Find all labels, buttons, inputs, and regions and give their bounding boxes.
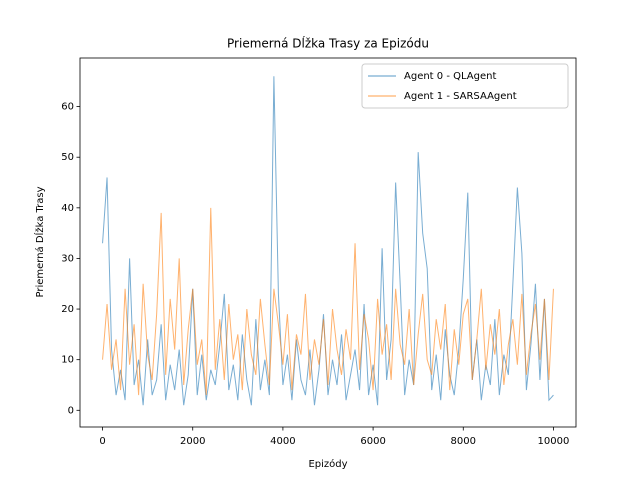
chart-title: Priemerná Dĺžka Trasy za Epizódu — [227, 36, 429, 51]
legend-label: Agent 1 - SARSAAgent — [404, 91, 517, 102]
plot-area — [102, 76, 554, 406]
legend-label: Agent 0 - QLAgent — [404, 71, 496, 82]
x-tick-label: 0 — [99, 436, 105, 447]
y-tick-label: 30 — [61, 253, 74, 264]
x-tick-label: 8000 — [451, 436, 476, 447]
x-axis-label: Epizódy — [308, 458, 347, 470]
series-line — [102, 76, 554, 406]
y-tick-label: 60 — [61, 102, 74, 113]
x-tick-label: 6000 — [360, 436, 385, 447]
y-tick-label: 20 — [61, 304, 74, 315]
x-tick-label: 10000 — [538, 436, 570, 447]
legend-box — [361, 63, 569, 109]
x-tick-label: 2000 — [180, 436, 205, 447]
series-line — [102, 207, 554, 396]
y-tick-label: 0 — [68, 405, 74, 416]
x-tick-label: 4000 — [270, 436, 295, 447]
y-tick-label: 40 — [61, 203, 74, 214]
axes-frame — [79, 57, 577, 428]
y-tick-label: 10 — [61, 355, 74, 366]
y-axis-label: Priemerná Dĺžka Trasy — [33, 186, 46, 297]
y-tick-label: 50 — [61, 152, 74, 163]
